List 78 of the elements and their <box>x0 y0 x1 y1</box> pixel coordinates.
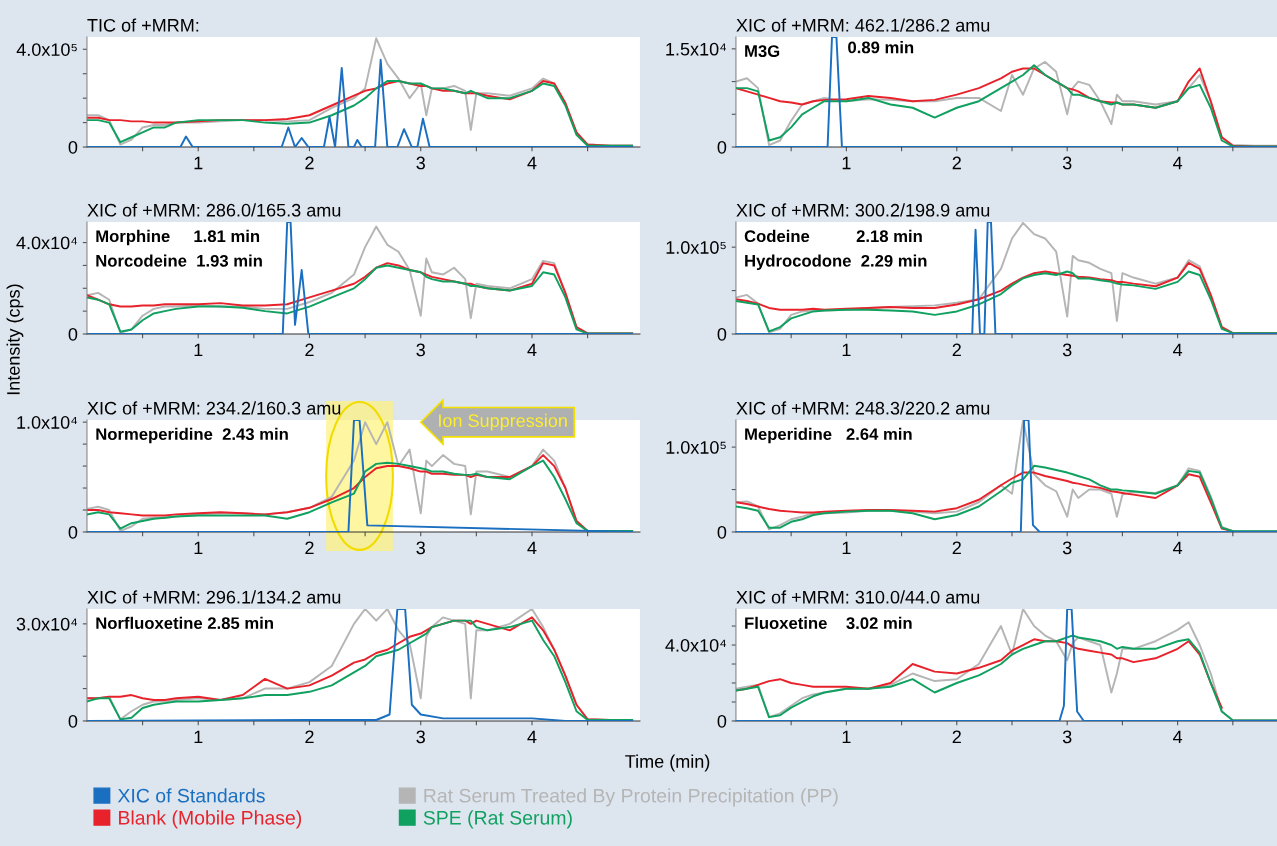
chart-title: XIC of +MRM: 300.2/198.9 amu <box>736 203 990 217</box>
x-tick-label: 3 <box>416 343 425 357</box>
x-tick-label: 2 <box>952 730 961 744</box>
line-series <box>735 634 1277 721</box>
y-tick-label: 1.0x10⁵ <box>666 441 726 454</box>
x-tick-label: 3 <box>1062 541 1072 555</box>
x-tick-label: 3 <box>1062 343 1072 357</box>
annotation: Meperidine 2.64 min <box>745 427 912 444</box>
annotation: M3G <box>745 45 780 58</box>
y-tick-label: 4.0x10⁴ <box>665 638 727 652</box>
annotation: 0.89 min <box>848 41 914 54</box>
x-tick-label: 2 <box>305 730 314 744</box>
x-tick-label: 1 <box>842 156 851 170</box>
y-tick-label: 0 <box>717 525 727 539</box>
x-tick-label: 1 <box>842 343 851 357</box>
x-tick-label: 1 <box>194 541 203 555</box>
y-tick-label: 1.0x10⁵ <box>666 241 726 254</box>
x-tick-label: 2 <box>952 343 961 357</box>
y-tick-label: 1.0x10⁴ <box>17 416 78 429</box>
x-tick-label: 2 <box>952 541 961 555</box>
legend-label: SPE (Rat Serum) <box>423 810 572 829</box>
y-tick-label: 0 <box>68 327 78 341</box>
x-tick-label: 3 <box>416 730 425 744</box>
line-series <box>86 80 634 147</box>
x-tick-label: 4 <box>527 343 537 357</box>
annotation: Fluoxetine 3.02 min <box>745 616 912 630</box>
annotation: Codeine 2.18 min <box>744 229 922 243</box>
y-tick-label: 4.0x10⁵ <box>16 43 77 56</box>
x-tick-label: 4 <box>527 156 537 170</box>
x-tick-label: 4 <box>1173 343 1183 357</box>
annotation: Hydrocodone 2.29 min <box>745 254 927 271</box>
line-series <box>735 464 1277 532</box>
y-tick-label: 3.0x10⁴ <box>16 617 78 631</box>
x-axis-title: Time (min) <box>625 754 710 772</box>
chart-title: XIC of +MRM: 286.0/165.3 amu <box>87 203 341 217</box>
y-tick-label: 0 <box>68 140 78 154</box>
x-tick-label: 2 <box>305 541 314 555</box>
line-series <box>86 58 634 148</box>
x-tick-label: 3 <box>416 541 425 555</box>
chart-title: XIC of +MRM: 234.2/160.3 amu <box>87 401 341 415</box>
x-tick-label: 4 <box>1173 541 1183 555</box>
y-tick-label: 0 <box>717 140 727 154</box>
annotation: Norfluoxetine 2.85 min <box>96 616 273 630</box>
x-tick-label: 4 <box>527 730 537 744</box>
annotation: Morphine 1.81 min <box>96 229 260 246</box>
chart-title: XIC of +MRM: 462.1/286.2 amu <box>736 18 990 32</box>
legend-label: XIC of Standards <box>117 788 265 803</box>
chart-title: XIC of +MRM: 310.0/44.0 amu <box>736 590 980 604</box>
x-tick-label: 4 <box>527 541 537 555</box>
x-tick-label: 4 <box>1173 156 1183 170</box>
annotation: Norcodeine 1.93 min <box>96 254 262 267</box>
line-series <box>735 608 1277 721</box>
x-tick-label: 1 <box>842 541 851 555</box>
y-tick-label: 0 <box>68 714 78 728</box>
x-tick-label: 2 <box>305 343 314 357</box>
x-tick-label: 1 <box>842 730 851 744</box>
x-tick-label: 3 <box>416 156 425 170</box>
x-tick-label: 3 <box>1062 730 1072 744</box>
band-label: Ion Suppression <box>439 413 567 431</box>
x-tick-label: 3 <box>1062 156 1072 170</box>
legend-label: Blank (Mobile Phase) <box>119 810 302 829</box>
chart-title: TIC of +MRM: <box>87 18 199 32</box>
x-tick-label: 1 <box>194 156 203 170</box>
x-tick-label: 2 <box>305 156 314 170</box>
y-tick-label: 0 <box>68 525 78 539</box>
y-axis-title: Intensity (cps) <box>6 284 24 395</box>
y-tick-label: 0 <box>717 714 727 728</box>
annotation: Normeperidine 2.43 min <box>96 427 288 444</box>
y-tick-label: 1.5x10⁴ <box>666 42 727 56</box>
x-tick-label: 1 <box>194 730 203 744</box>
x-tick-label: 1 <box>194 343 203 357</box>
chart-title: XIC of +MRM: 248.3/220.2 amu <box>736 401 990 415</box>
x-tick-label: 4 <box>1173 730 1183 744</box>
chart-title: XIC of +MRM: 296.1/134.2 amu <box>87 590 341 604</box>
y-tick-label: 4.0x10⁴ <box>16 236 78 250</box>
y-tick-label: 0 <box>717 327 727 341</box>
x-tick-label: 2 <box>952 156 961 170</box>
legend-label: Rat Serum Treated By Protein Precipitation (PP) <box>424 788 838 807</box>
